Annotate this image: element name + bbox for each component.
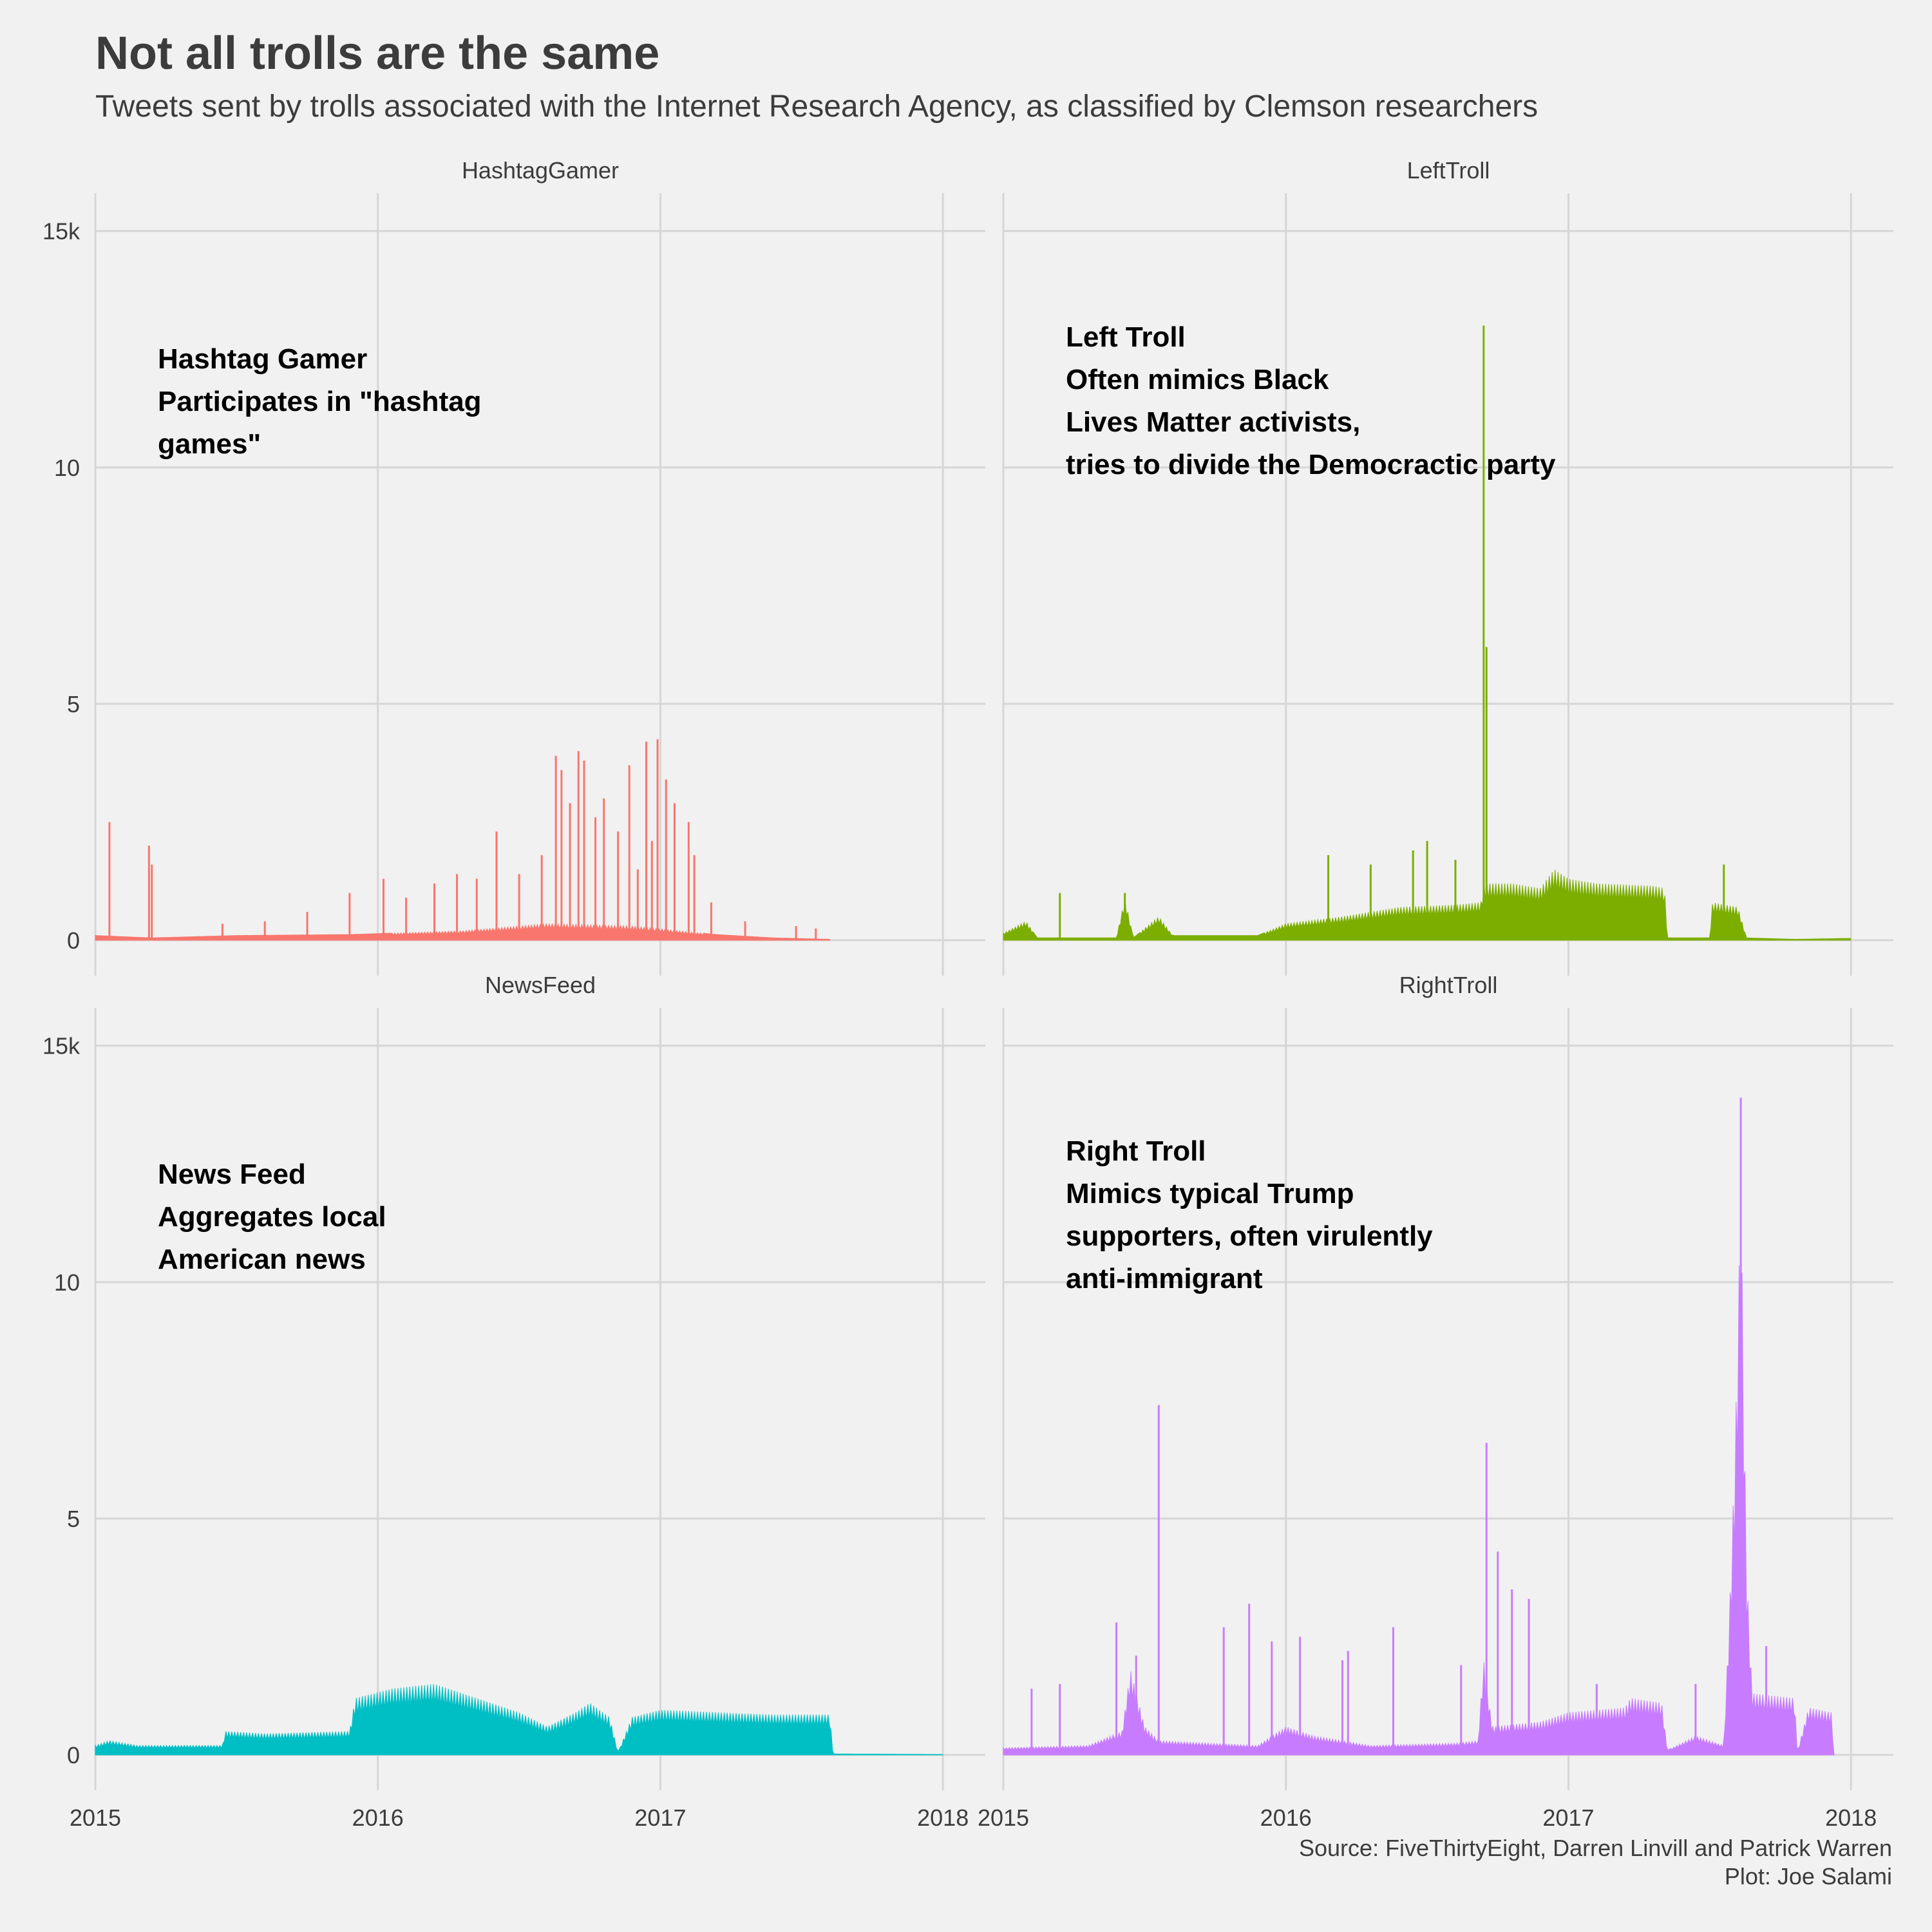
annotation-line: Participates in "hashtag (158, 386, 482, 417)
annotation-line: supporters, often virulently (1066, 1220, 1433, 1252)
panel-hashtaggamer: HashtagGamer 0 5 10 15k Hashtag Gamer Particip… (43, 157, 985, 976)
x-tick-label: 2016 (1260, 1804, 1312, 1831)
annotation-line: Aggregates local (158, 1201, 386, 1233)
panel-title-newsfeed: NewsFeed (485, 972, 596, 998)
x-tick-label: 2017 (634, 1804, 686, 1831)
annotation-righttroll: Right Troll Mimics typical Trump supporter… (1066, 1135, 1433, 1294)
chart-caption: Source: FiveThirtyEight, Darren Linvill … (1299, 1834, 1892, 1891)
y-tick-label: 0 (67, 927, 80, 954)
annotation-line: Hashtag Gamer (158, 343, 367, 375)
annotation-newsfeed: News Feed Aggregates local American news (158, 1159, 386, 1275)
x-tick-label: 2016 (352, 1804, 404, 1831)
chart-subtitle: Tweets sent by trolls associated with th… (95, 90, 1539, 124)
y-tick-label: 10 (54, 455, 80, 481)
panel-lefttroll: LeftTroll Left Troll Often mimics Black Liv… (1002, 157, 1893, 976)
y-tick-label: 0 (67, 1742, 80, 1768)
x-tick-label: 2018 (917, 1804, 969, 1831)
annotation-line: American news (158, 1244, 366, 1275)
x-tick-label: 2015 (70, 1804, 121, 1831)
annotation-line: Left Troll (1066, 321, 1186, 353)
annotation-line: Right Troll (1066, 1135, 1206, 1167)
panel-title-righttroll: RightTroll (1399, 972, 1498, 998)
annotation-hashtaggamer: Hashtag Gamer Participates in "hashtag gam… (158, 343, 482, 460)
annotation-line: Often mimics Black (1066, 364, 1329, 395)
panel-title-lefttroll: LeftTroll (1407, 157, 1490, 184)
y-tick-label: 10 (54, 1269, 80, 1296)
area-series-hashtaggamer (95, 922, 831, 941)
y-tick-label: 5 (67, 1506, 80, 1532)
panel-title-hashtaggamer: HashtagGamer (462, 157, 619, 184)
x-tick-label: 2017 (1542, 1804, 1594, 1831)
area-series-newsfeed (95, 1683, 944, 1756)
x-tick-label: 2018 (1825, 1804, 1877, 1831)
annotation-line: Mimics typical Trump (1066, 1178, 1354, 1209)
annotation-lefttroll: Left Troll Often mimics Black Lives Matter… (1066, 321, 1556, 480)
caption-credit: Plot: Joe Salami (1724, 1863, 1892, 1889)
area-series-righttroll (1003, 1265, 1835, 1756)
x-tick-label: 2015 (978, 1804, 1029, 1831)
chart-title: Not all trolls are the same (95, 28, 660, 79)
panel-righttroll: RightTroll 2015 2016 2017 2018 Right Troll Mim… (978, 972, 1893, 1831)
caption-source: Source: FiveThirtyEight, Darren Linvill … (1299, 1835, 1892, 1861)
y-tick-label: 15k (43, 218, 80, 245)
panel-newsfeed: NewsFeed 0 5 10 15k 2015 2016 2017 2018 News Feed… (43, 972, 985, 1831)
annotation-line: games" (158, 428, 261, 460)
annotation-line: News Feed (158, 1159, 306, 1190)
annotation-line: tries to divide the Democractic party (1066, 449, 1556, 480)
y-tick-label: 15k (43, 1033, 80, 1059)
annotation-line: Lives Matter activists, (1066, 406, 1360, 438)
annotation-line: anti-immigrant (1066, 1263, 1263, 1294)
y-tick-label: 5 (67, 691, 80, 717)
